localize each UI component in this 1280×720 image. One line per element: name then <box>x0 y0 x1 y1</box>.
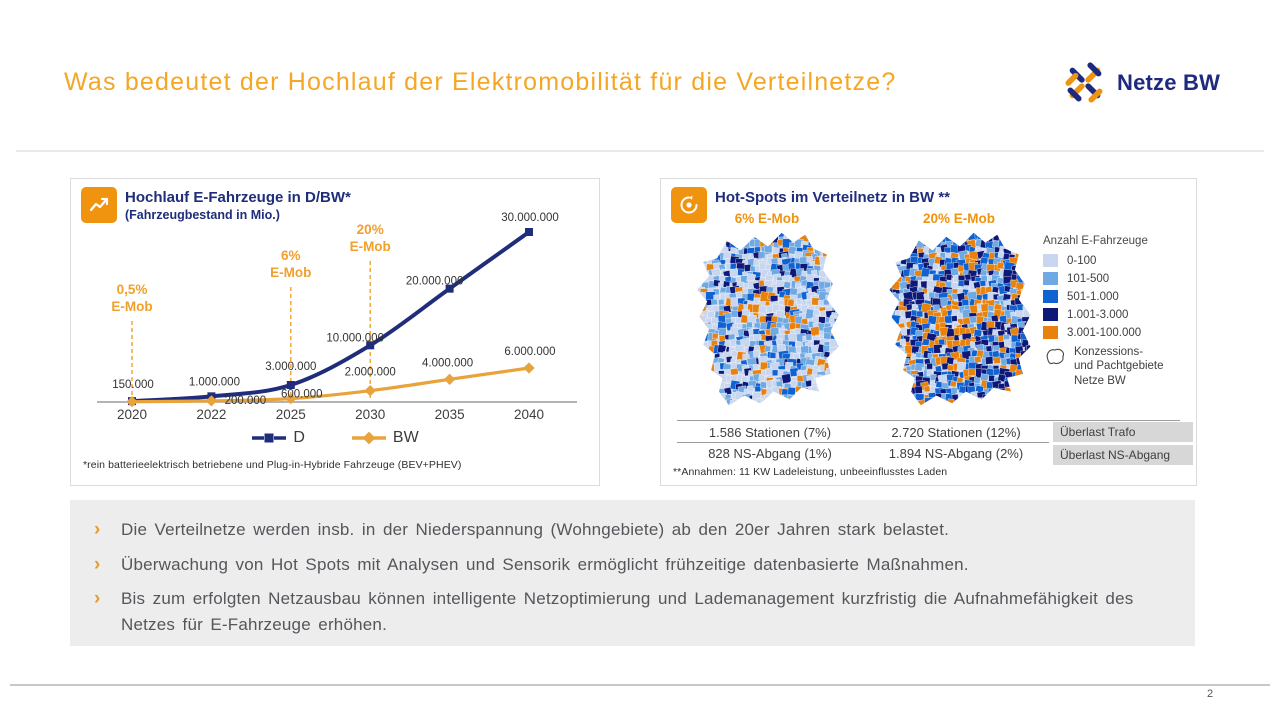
choropleth-map-20pct <box>889 232 1031 406</box>
map-legend-item: 0-100 <box>1043 254 1191 267</box>
map-legend-item: 501-1.000 <box>1043 290 1191 303</box>
takeaway-text: Die Verteilnetze werden insb. in der Nie… <box>121 520 950 539</box>
map-legend: Anzahl E-Fahrzeuge 0-100 101-500 501-1.000… <box>1043 235 1191 388</box>
svg-text:2030: 2030 <box>355 407 385 422</box>
takeaways-box: › Die Verteilnetze werden insb. in der Ni… <box>70 500 1195 646</box>
stats-row-ns-abgang: 828 NS-Abgang (1%) 1.894 NS-Abgang (2%) <box>677 443 1180 463</box>
chevron-bullet-icon: › <box>94 519 101 540</box>
takeaway-text: Überwachung von Hot Spots mit Analysen u… <box>121 554 969 574</box>
hotspots-title: Hot-Spots im Verteilnetz in BW ** <box>715 189 951 206</box>
takeaway-text: Bis zum erfolgten Netzausbau können inte… <box>121 589 1134 634</box>
hotspots-footnote: **Annahmen: 11 KW Ladeleistung, unbeeinf… <box>673 466 948 478</box>
svg-text:200.000: 200.000 <box>225 395 267 407</box>
map-legend-item: 101-500 <box>1043 272 1191 285</box>
svg-text:2020: 2020 <box>117 407 147 422</box>
choropleth-map-6pct <box>697 232 839 406</box>
chevron-bullet-icon: › <box>94 553 101 575</box>
map-legend-outline-item: Konzessions-und Pachtgebiete Netze BW <box>1043 345 1191 388</box>
header-divider <box>16 150 1264 152</box>
map-legend-item: 3.001-100.000 <box>1043 326 1191 339</box>
svg-text:6%E-Mob: 6% E-Mob <box>270 248 311 280</box>
map-label-6pct: 6% E-Mob <box>734 211 800 226</box>
footer-divider <box>10 684 1270 686</box>
legend-item-d: D <box>251 429 305 447</box>
svg-text:2022: 2022 <box>196 407 226 422</box>
hotspot-target-icon <box>671 187 707 223</box>
map-label-20pct: 20% E-Mob <box>922 211 995 226</box>
takeaway-bullet: › Die Verteilnetze werden insb. in der Ni… <box>94 517 1165 543</box>
map-legend-items: 0-100 101-500 501-1.000 1.001-3.000 3.001-10… <box>1043 254 1191 339</box>
legend-item-label: 0-100 <box>1067 254 1097 267</box>
map-legend-item: 1.001-3.000 <box>1043 308 1191 321</box>
legend-swatch-icon <box>1043 326 1058 339</box>
svg-text:600.000: 600.000 <box>281 389 323 401</box>
legend-item-label: 3.001-100.000 <box>1067 326 1142 339</box>
netze-bw-logo: Netze BW <box>1062 60 1220 106</box>
chart-legend: D BW <box>71 429 599 447</box>
legend-label-bw: BW <box>392 429 419 446</box>
outline-label-line: Netze BW <box>1074 374 1126 387</box>
stations-20pct: 2.720 Stationen (12%) <box>891 425 1021 440</box>
ns-abgang-6pct: 828 NS-Abgang (1%) <box>708 446 832 461</box>
overload-badges: Überlast Trafo Überlast NS-Abgang <box>1053 422 1193 465</box>
stats-divider-top <box>677 420 1180 421</box>
ev-rampup-chart-panel: Hochlauf E-Fahrzeuge in D/BW* (Fahrzeugb… <box>70 178 600 486</box>
ev-rampup-line-chart: 0,5% E-Mob 6% E-Mob 20% E-Mob 2020 2022 2025 2030… <box>97 212 577 422</box>
badge-ueberlast-trafo: Überlast Trafo <box>1053 422 1193 442</box>
outline-label-line: und Pachtgebiete <box>1074 360 1164 373</box>
svg-text:3.000.000: 3.000.000 <box>265 361 316 373</box>
hotspots-panel: Hot-Spots im Verteilnetz in BW ** 6% E-M… <box>660 178 1197 486</box>
svg-text:4.000.000: 4.000.000 <box>422 357 473 369</box>
stats-divider-mid <box>677 442 1049 443</box>
svg-text:20.000.000: 20.000.000 <box>406 276 464 288</box>
svg-text:2025: 2025 <box>276 407 306 422</box>
overload-stats: 1.586 Stationen (7%) 2.720 Stationen (12… <box>677 422 1180 463</box>
netze-bw-logo-icon <box>1065 62 1103 103</box>
svg-text:150.000: 150.000 <box>112 379 154 391</box>
svg-text:6.000.000: 6.000.000 <box>504 346 555 358</box>
legend-item-label: 101-500 <box>1067 272 1110 285</box>
chart-subtitle: (Fahrzeugbestand in Mio.) <box>125 207 280 222</box>
chart-title: Hochlauf E-Fahrzeuge in D/BW* <box>125 189 351 206</box>
chart-panel-header: Hochlauf E-Fahrzeuge in D/BW* (Fahrzeugb… <box>81 187 351 223</box>
svg-text:1.000.000: 1.000.000 <box>189 376 240 388</box>
chevron-bullet-icon: › <box>94 588 101 610</box>
page-title: Was bedeutet der Hochlauf der Elektromob… <box>64 68 897 96</box>
legend-item-bw: BW <box>351 429 419 447</box>
legend-swatch-icon <box>1043 254 1058 267</box>
svg-text:2.000.000: 2.000.000 <box>345 367 396 379</box>
takeaway-bullet: › Überwachung von Hot Spots mit Analysen … <box>94 552 1165 578</box>
legend-marker-d-icon <box>252 433 287 443</box>
svg-text:0,5%E-Mob: 0,5% E-Mob <box>111 282 152 314</box>
map-legend-outline-label: Konzessions-und Pachtgebiete Netze BW <box>1074 345 1164 388</box>
svg-text:20%E-Mob: 20% E-Mob <box>350 222 391 254</box>
page-number: 2 <box>1206 688 1214 700</box>
svg-text:2035: 2035 <box>435 407 465 422</box>
legend-label-d: D <box>293 429 305 446</box>
line-chart-icon <box>81 187 117 223</box>
legend-swatch-icon <box>1043 290 1058 303</box>
legend-marker-bw-icon <box>351 432 386 444</box>
logo-wordmark: Netze BW <box>1117 70 1221 95</box>
map-legend-title: Anzahl E-Fahrzeuge <box>1043 235 1148 247</box>
ns-abgang-20pct: 1.894 NS-Abgang (2%) <box>888 446 1024 461</box>
legend-swatch-icon <box>1043 308 1058 321</box>
svg-text:2040: 2040 <box>514 407 544 422</box>
stations-6pct: 1.586 Stationen (7%) <box>708 425 832 440</box>
svg-text:10.000.000: 10.000.000 <box>326 332 384 344</box>
svg-text:30.000.000: 30.000.000 <box>501 212 559 224</box>
outline-label-line: Konzessions- <box>1074 346 1144 358</box>
chart-footnote: *rein batterieelektrisch betriebene und … <box>83 459 462 471</box>
takeaway-bullet: › Bis zum erfolgten Netzausbau können int… <box>94 586 1165 637</box>
stats-row-stations: 1.586 Stationen (7%) 2.720 Stationen (12… <box>677 422 1180 442</box>
badge-ueberlast-ns-abgang: Überlast NS-Abgang <box>1053 445 1193 465</box>
legend-item-label: 501-1.000 <box>1067 290 1119 303</box>
concession-area-outline-icon <box>1046 348 1064 365</box>
legend-item-label: 1.001-3.000 <box>1067 308 1129 321</box>
legend-swatch-icon <box>1043 272 1058 285</box>
hotspots-panel-header: Hot-Spots im Verteilnetz in BW ** <box>671 187 950 223</box>
